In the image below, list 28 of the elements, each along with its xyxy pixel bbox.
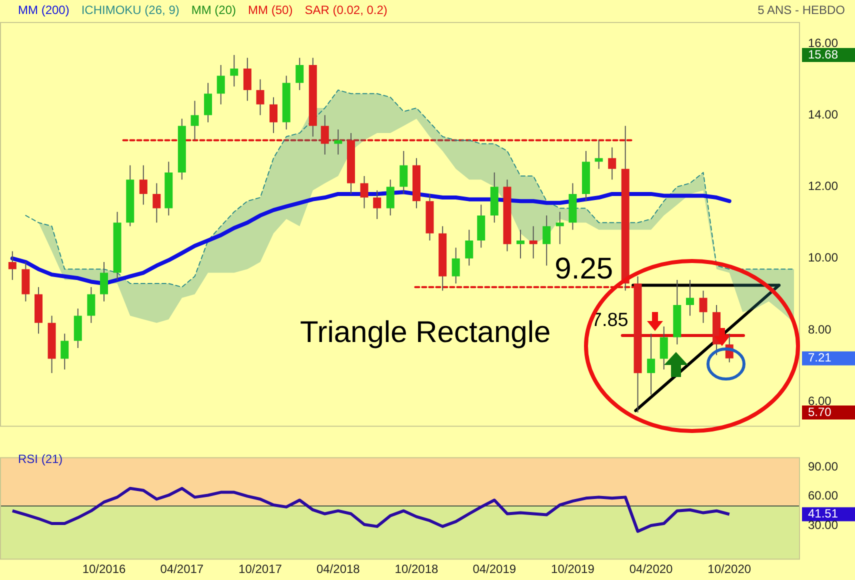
y-tick-label: 8.00 (808, 322, 832, 336)
y-tick-label: 16.00 (808, 36, 838, 50)
y-tick-label: 14.00 (808, 107, 838, 122)
text: ICHIMOKU (26, 9) (81, 3, 180, 17)
y-tick-label: 10.00 (808, 250, 838, 265)
y-tick-label: 60.00 (808, 488, 838, 503)
text: MM (200) (18, 3, 70, 17)
y-tick-label: 7.21 (808, 350, 832, 365)
text: MM (50) (248, 3, 293, 17)
x-tick-label: 04/2020 (629, 562, 674, 576)
y-tick-label: 12.00 (808, 179, 838, 194)
x-tick-label: 04/2019 (472, 562, 516, 576)
x-tick-label: 10/2018 (394, 562, 438, 576)
x-tick-label: 10/2016 (82, 562, 126, 576)
y-tick-label: 15.68 (808, 47, 838, 62)
x-tick-label: 10/2019 (551, 562, 595, 576)
x-tick-label: 10/2017 (238, 562, 282, 576)
text: SAR (0.02, 0.2) (304, 3, 388, 17)
x-tick-label: 04/2017 (160, 562, 204, 576)
text: MM (20) (191, 3, 236, 17)
annotation: Triangle Rectangle (300, 316, 551, 349)
chart-subtitle: 5 ANS - HEBDO (758, 3, 845, 17)
chart-title: RSI (21) (18, 452, 63, 466)
y-tick-label: 90.00 (808, 459, 838, 474)
x-tick-label: 10/2020 (708, 562, 752, 576)
x-tick-label: 04/2018 (316, 562, 360, 576)
annotation: 9.25 (554, 252, 614, 286)
annotation: 7.85 (591, 310, 628, 332)
